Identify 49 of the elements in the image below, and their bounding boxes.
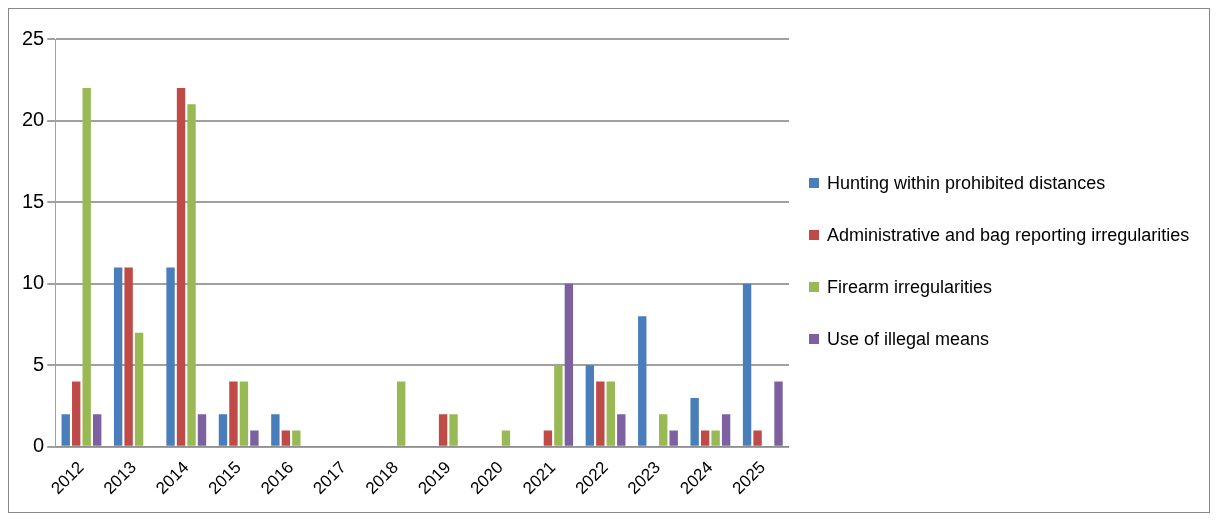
bar [124, 267, 133, 446]
legend-label: Use of illegal means [827, 327, 990, 351]
y-tick-label: 20 [22, 108, 45, 131]
bar [711, 430, 720, 446]
bar [564, 283, 574, 446]
legend-label: Firearm irregularities [827, 275, 993, 299]
bar [134, 332, 144, 446]
bar [596, 381, 605, 446]
y-tick-label: 10 [22, 271, 45, 294]
legend-label: Hunting within prohibited distances [827, 171, 1106, 195]
bar [396, 381, 406, 446]
bar [638, 316, 647, 446]
bar [229, 381, 238, 446]
bar [187, 104, 196, 446]
legend-label: Administrative and bag reporting irregularities [827, 223, 1190, 247]
bar [197, 414, 207, 446]
y-tick-label: 15 [22, 189, 45, 212]
y-tick-label: 5 [33, 352, 45, 375]
bar [700, 430, 710, 446]
bar [176, 87, 186, 446]
bar [543, 430, 553, 446]
bar [774, 381, 783, 446]
bar [292, 430, 301, 446]
bar [218, 414, 228, 446]
bar [281, 430, 291, 446]
bar [438, 414, 448, 446]
bar [501, 430, 511, 446]
bar [239, 381, 249, 446]
bar [690, 397, 699, 446]
bar [585, 365, 595, 446]
bar [113, 267, 123, 446]
bar [271, 414, 280, 446]
bar [742, 283, 752, 446]
bar [82, 87, 91, 446]
bar [753, 430, 762, 446]
bar [166, 267, 175, 446]
bar [449, 414, 458, 446]
y-tick-label: 0 [33, 434, 45, 457]
bar [721, 414, 731, 446]
bar [92, 414, 102, 446]
bar [617, 414, 626, 446]
bar [659, 414, 668, 446]
bar [61, 414, 70, 446]
bar [250, 430, 259, 446]
y-tick-label: 25 [22, 26, 45, 49]
bar [606, 381, 615, 446]
bar [669, 430, 678, 446]
bar [72, 381, 81, 446]
bar [554, 365, 563, 446]
